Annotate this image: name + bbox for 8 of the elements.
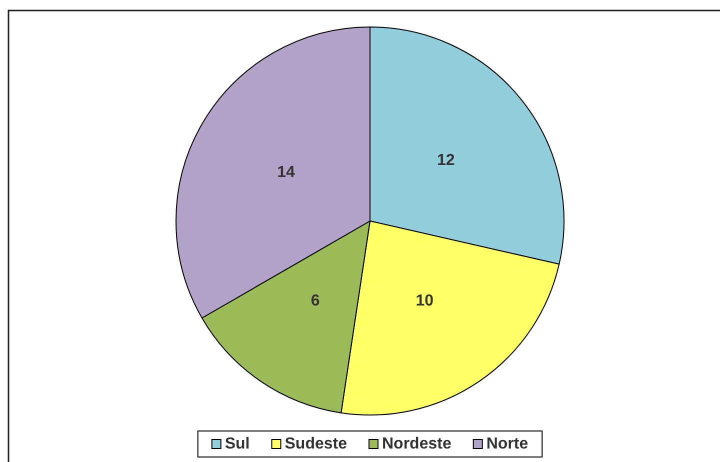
data-label: 14 — [277, 164, 295, 181]
legend-label: Sudeste — [284, 436, 348, 452]
data-label: 6 — [310, 292, 320, 310]
legend-label: Norte — [486, 436, 528, 452]
data-label: 12 — [436, 152, 455, 170]
legend-label: Sul — [224, 436, 250, 452]
data-label: 10 — [416, 292, 434, 310]
legend-label: Nordeste — [382, 436, 452, 452]
